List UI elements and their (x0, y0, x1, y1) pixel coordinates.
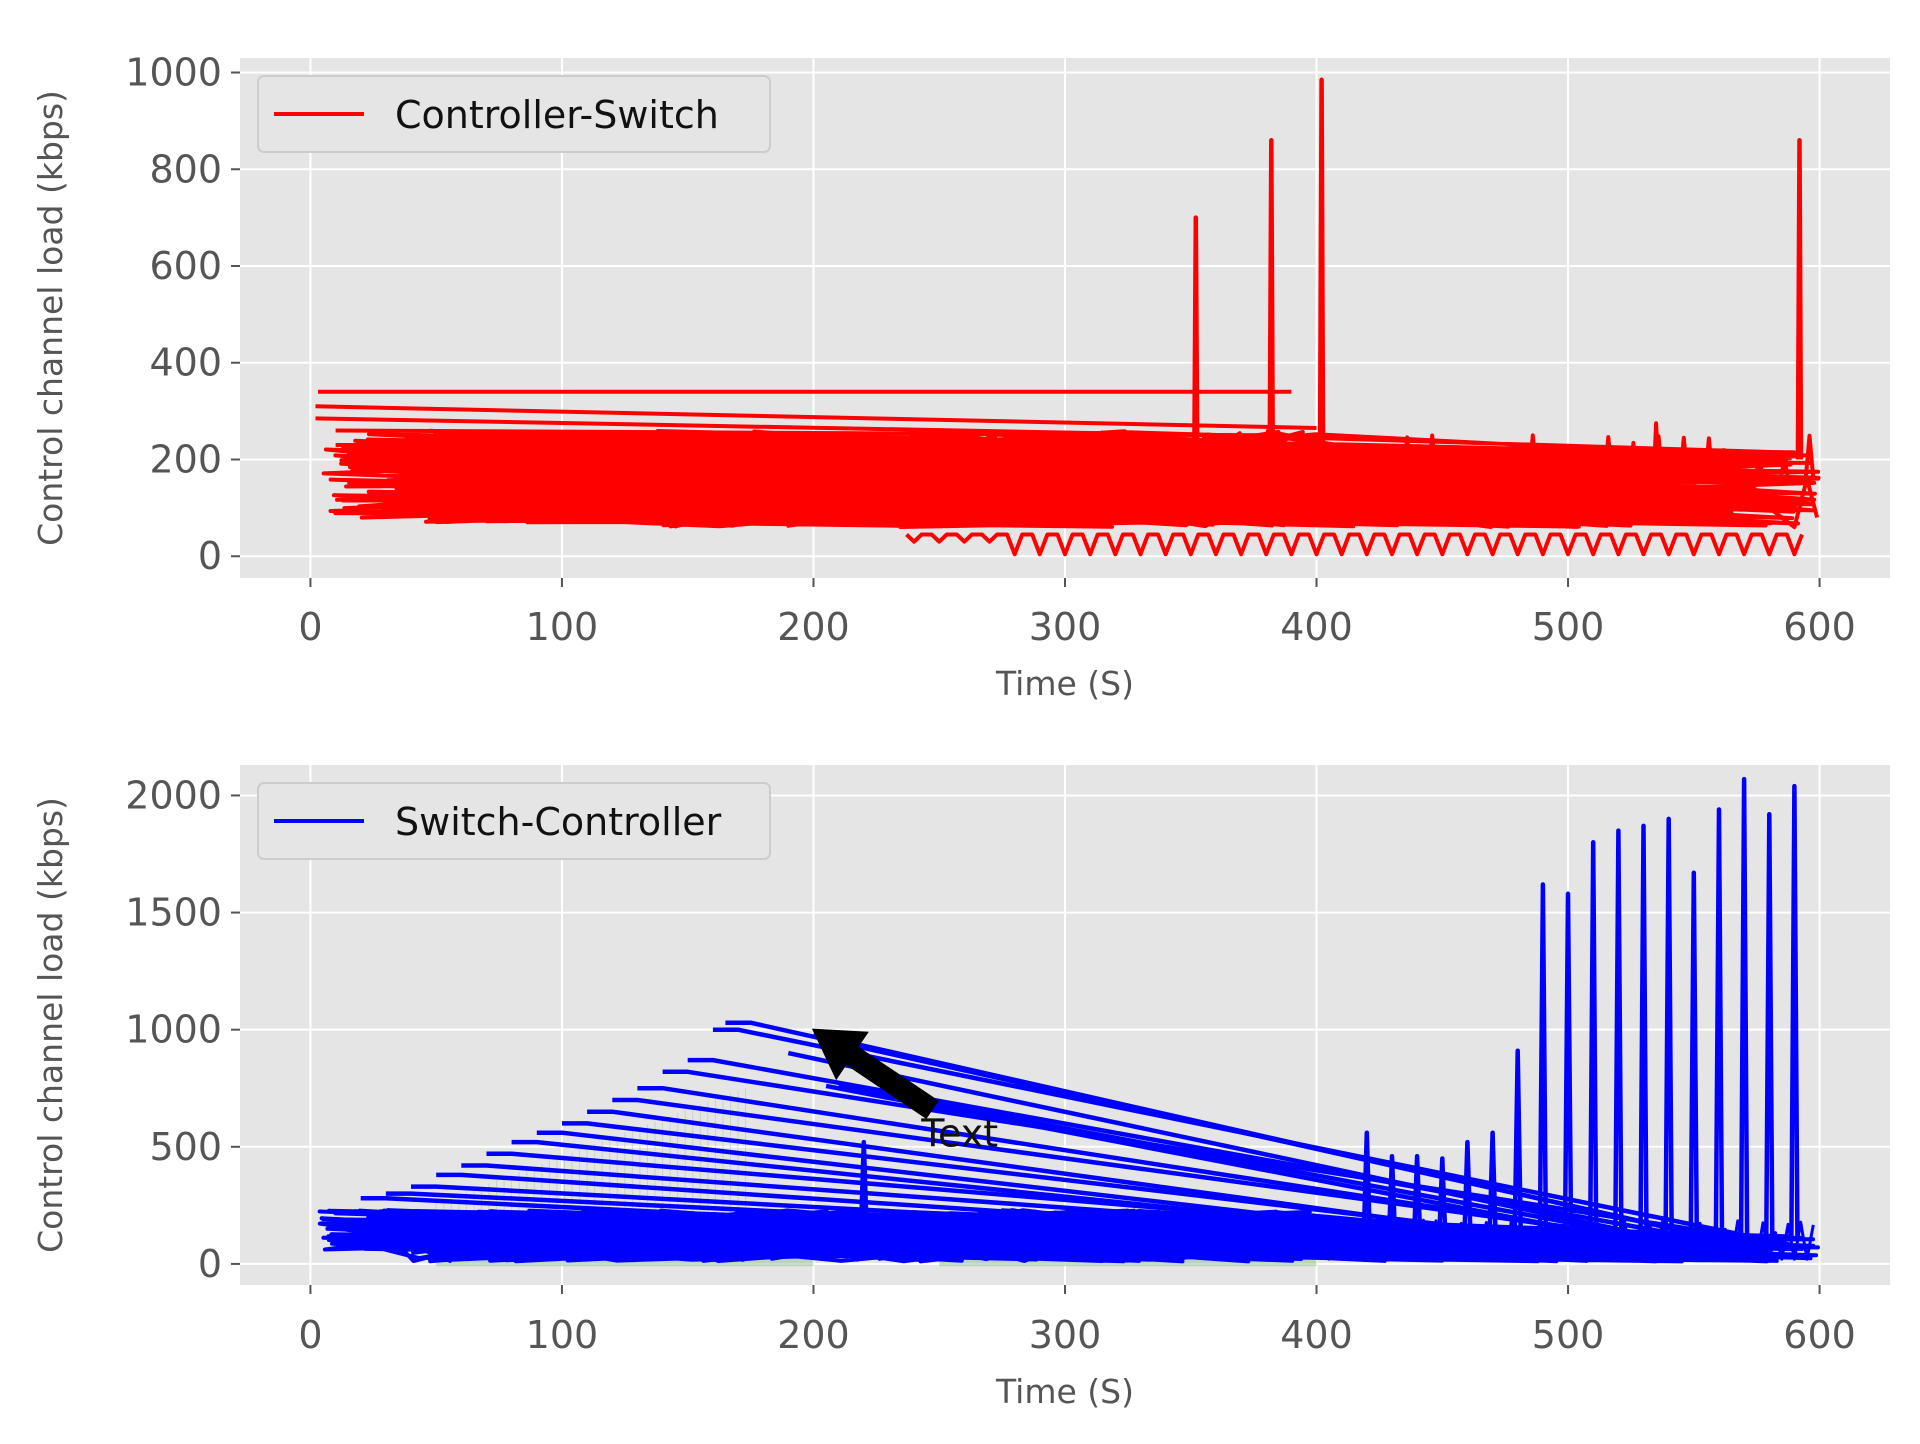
series-spike (858, 1139, 870, 1236)
y-tick-label: 2000 (125, 773, 222, 817)
x-tick-label: 500 (1532, 605, 1605, 649)
series-spike (1587, 840, 1599, 1236)
data-lines (315, 77, 1821, 557)
legend: Switch-Controller (257, 782, 771, 860)
series-spike (1638, 823, 1649, 1236)
series-spike (1487, 1130, 1498, 1236)
series-fan-line (461, 1163, 1558, 1246)
x-tick-label: 200 (777, 1313, 850, 1357)
series-sweep (360, 450, 1795, 462)
y-tick-label: 1500 (125, 891, 222, 935)
series-spike (1361, 1130, 1373, 1236)
annotation: Text (811, 1028, 998, 1156)
y-tick-label: 400 (149, 341, 222, 385)
series-spike (1562, 891, 1574, 1236)
series-comb (1315, 1218, 1815, 1261)
series-spike (1386, 1153, 1398, 1236)
series-spike (1411, 1153, 1423, 1236)
series-fan-line (587, 1109, 1596, 1249)
series-small-spikes (1401, 421, 1816, 481)
legend-box (257, 782, 771, 860)
series-spike (1764, 811, 1775, 1236)
y-tick-label: 500 (149, 1125, 222, 1169)
data-lines (317, 776, 1820, 1264)
series-spike (1738, 776, 1750, 1236)
series-spike (1713, 807, 1725, 1236)
series-fan-line (562, 1121, 1593, 1245)
x-tick-label: 400 (1280, 605, 1353, 649)
series-spike (1663, 816, 1674, 1236)
y-axis-label: Control channel load (kbps) (31, 90, 70, 546)
x-tick-label: 300 (1029, 605, 1102, 649)
series-spike (1537, 882, 1549, 1236)
x-tick-label: 200 (777, 605, 850, 649)
series-spike (1192, 215, 1200, 460)
series-sweep (315, 404, 1317, 430)
series-fan-line (360, 1196, 1372, 1250)
series-fan-line (411, 1184, 1522, 1248)
series-fan-line (536, 1130, 1615, 1257)
legend-entry: Switch-Controller (395, 800, 722, 844)
y-tick-label: 200 (149, 437, 222, 481)
y-tick-label: 800 (149, 147, 222, 191)
series-sweep (335, 428, 1267, 438)
x-tick-label: 500 (1532, 1313, 1605, 1357)
annotation-arrow (811, 1028, 939, 1119)
x-tick-label: 600 (1783, 1313, 1856, 1357)
x-tick-label: 0 (298, 1313, 322, 1357)
y-tick-label: 1000 (125, 51, 222, 95)
series-tail (1718, 476, 1820, 530)
series-fan-line (787, 1050, 1716, 1253)
legend: Controller-Switch (257, 75, 771, 153)
x-tick-label: 100 (526, 605, 599, 649)
x-tick-label: 400 (1280, 1313, 1353, 1357)
series-dips (905, 532, 1804, 557)
series-spike (1317, 77, 1326, 460)
x-tick-label: 300 (1029, 1313, 1102, 1357)
x-tick-label: 0 (298, 605, 322, 649)
series-spike (1789, 783, 1800, 1236)
series-fan-line (511, 1139, 1615, 1256)
y-tick-label: 1000 (125, 1008, 222, 1052)
y-tick-label: 0 (198, 534, 222, 578)
series-spike (1795, 137, 1804, 460)
y-tick-label: 600 (149, 244, 222, 288)
series-fan-line (813, 1032, 1767, 1253)
subplot-controller-switch: 0 100 200 300 400 500 600 0 200 400 600 800 1000 Ti… (31, 51, 1890, 703)
series-spike (1688, 870, 1700, 1236)
y-ticks: 0 200 400 600 800 1000 (125, 51, 240, 578)
x-tick-label: 100 (526, 1313, 599, 1357)
series-fan-line (838, 1083, 1716, 1253)
series-spike (1613, 828, 1624, 1236)
series-fan-line (712, 1027, 1776, 1244)
subplot-switch-controller: Text 0 100 200 300 400 500 600 0 500 1000 1500 200… (31, 765, 1890, 1411)
series-fan-line (385, 1191, 1415, 1245)
x-ticks: 0 100 200 300 400 500 600 (298, 578, 1856, 649)
annotation-text: Text (920, 1112, 998, 1156)
y-tick-label: 0 (198, 1242, 222, 1286)
x-axis-label: Time (S) (995, 1372, 1134, 1411)
legend-box (257, 75, 771, 153)
series-spike (1267, 137, 1276, 460)
series-fan-line (436, 1172, 1572, 1253)
series-spike (1437, 1156, 1448, 1236)
legend-entry: Controller-Switch (395, 93, 719, 137)
y-ticks: 0 500 1000 1500 2000 (125, 773, 240, 1286)
series-fan-line (637, 1085, 1658, 1244)
x-tick-label: 600 (1783, 605, 1856, 649)
series-band (321, 428, 1821, 529)
x-ticks: 0 100 200 300 400 500 600 (298, 1285, 1856, 1357)
series-spike (1512, 1048, 1524, 1236)
series-spike (1462, 1139, 1473, 1236)
x-axis-label: Time (S) (995, 664, 1134, 703)
y-axis-label: Control channel load (kbps) (31, 797, 70, 1253)
